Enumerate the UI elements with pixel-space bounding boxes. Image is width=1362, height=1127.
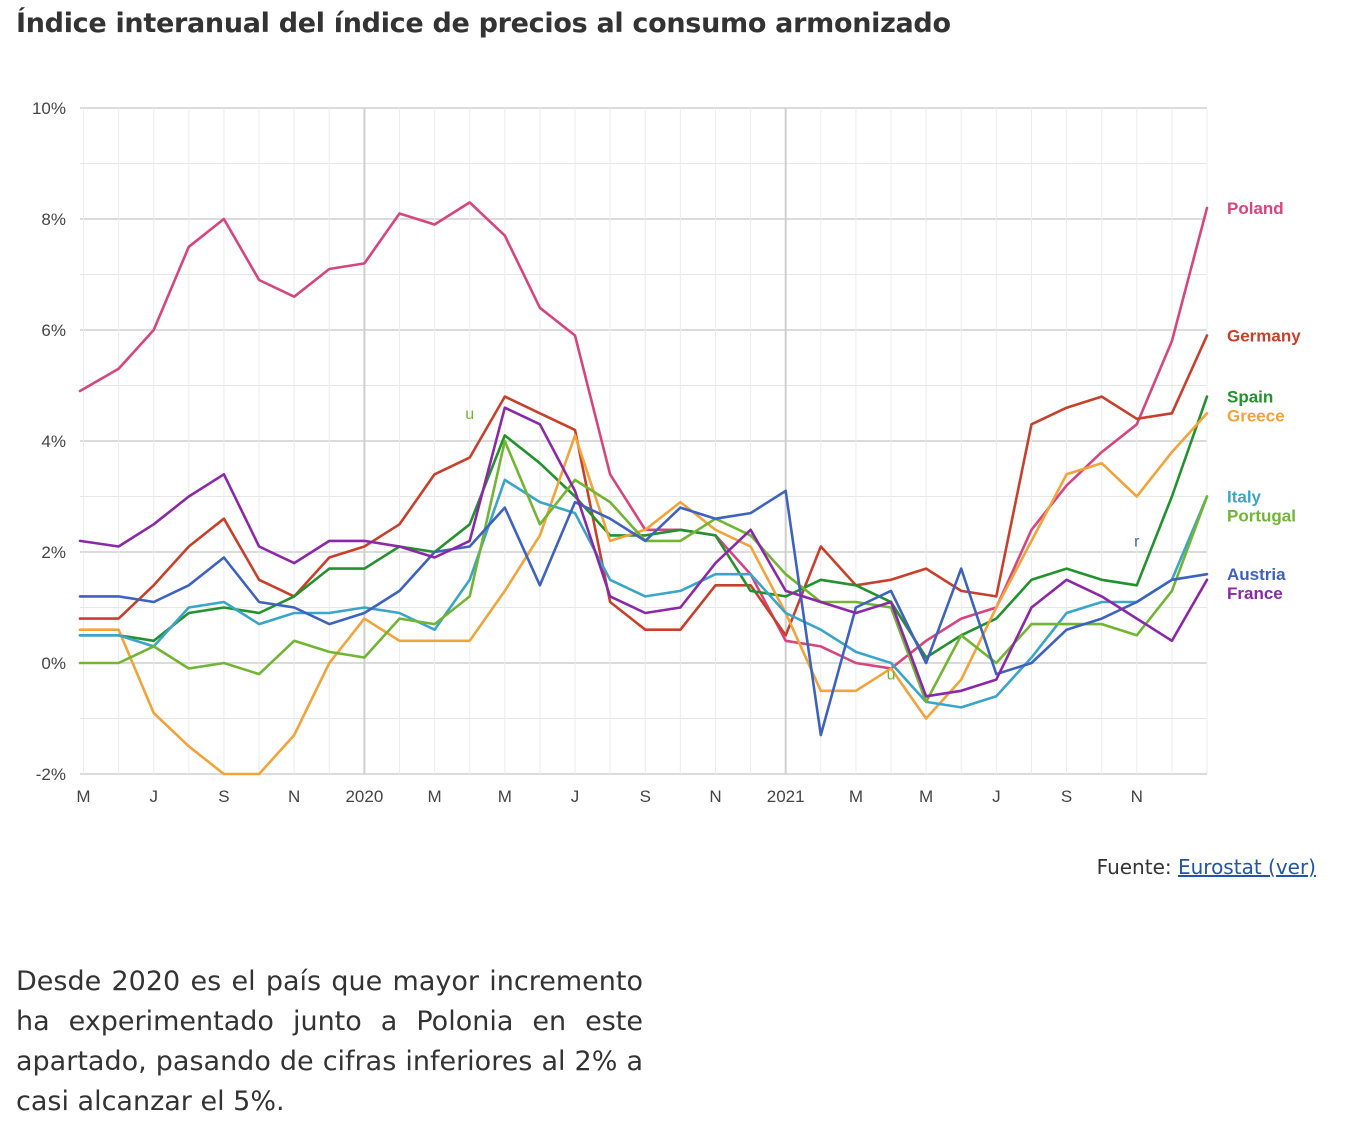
chart-grid: [80, 107, 1208, 775]
body-paragraph: Desde 2020 es el país que mayor incremen…: [16, 966, 643, 1117]
series-line-greece: [78, 411, 1209, 776]
series-line-austria: [78, 489, 1209, 737]
x-tick-label: M: [919, 787, 933, 806]
legend-label-greece: Greece: [1227, 407, 1285, 426]
x-tick-label: N: [288, 787, 300, 806]
annotation-marker: u: [465, 406, 474, 423]
source-link[interactable]: Eurostat (ver): [1177, 855, 1316, 879]
y-tick-label: 6%: [41, 321, 66, 340]
source-label: Fuente:: [1096, 855, 1172, 879]
legend-label-germany: Germany: [1227, 327, 1301, 346]
y-tick-label: 2%: [41, 543, 66, 562]
x-tick-label: M: [428, 787, 442, 806]
y-axis: -2% 0% 2% 4% 6% 8% 10%: [32, 99, 66, 784]
page-title: Índice interanual del índice de precios …: [16, 8, 951, 39]
x-tick-label: 2020: [345, 787, 383, 806]
x-tick-label: M: [76, 787, 90, 806]
x-tick-label: N: [1131, 787, 1143, 806]
x-tick-label: S: [218, 787, 229, 806]
y-tick-label: -2%: [36, 765, 66, 784]
x-tick-label: J: [571, 787, 580, 806]
legend-label-spain: Spain: [1227, 388, 1273, 407]
x-tick-label: N: [709, 787, 721, 806]
x-tick-label: J: [149, 787, 158, 806]
legend-label-poland: Poland: [1227, 199, 1284, 218]
y-tick-label: 4%: [41, 432, 66, 451]
series-line-germany: [78, 334, 1209, 637]
x-tick-label: S: [1061, 787, 1072, 806]
series-line-spain: [78, 395, 1209, 659]
chart-annotations: u u r: [465, 406, 1140, 684]
hicp-line-chart: -2%0%2%4%6%8%10% M J S N 2020 M M J S N 2021 M M J S N …: [32, 99, 1301, 806]
series-line-france: [78, 406, 1209, 698]
series-line-italy: [78, 478, 1209, 709]
annotation-marker: u: [887, 667, 896, 684]
legend-label-austria: Austria: [1227, 565, 1286, 584]
chart-series: [78, 201, 1209, 776]
series-line-poland: [78, 201, 1209, 670]
x-tick-label: M: [498, 787, 512, 806]
x-tick-label: J: [992, 787, 1001, 806]
source-note: Fuente: Eurostat (ver): [1097, 855, 1316, 879]
y-tick-label: 8%: [41, 210, 66, 229]
y-tick-label: 0%: [41, 654, 66, 673]
x-axis: M J S N 2020 M M J S N 2021 M M J S N: [76, 787, 1142, 806]
y-tick-label: 10%: [32, 99, 66, 118]
x-tick-label: M: [849, 787, 863, 806]
legend-label-portugal: Portugal: [1227, 507, 1296, 526]
x-tick-label: S: [640, 787, 651, 806]
legend-label-france: France: [1227, 584, 1283, 603]
legend-label-italy: Italy: [1227, 488, 1262, 507]
x-tick-label: 2021: [767, 787, 805, 806]
annotation-marker: r: [1134, 533, 1140, 550]
